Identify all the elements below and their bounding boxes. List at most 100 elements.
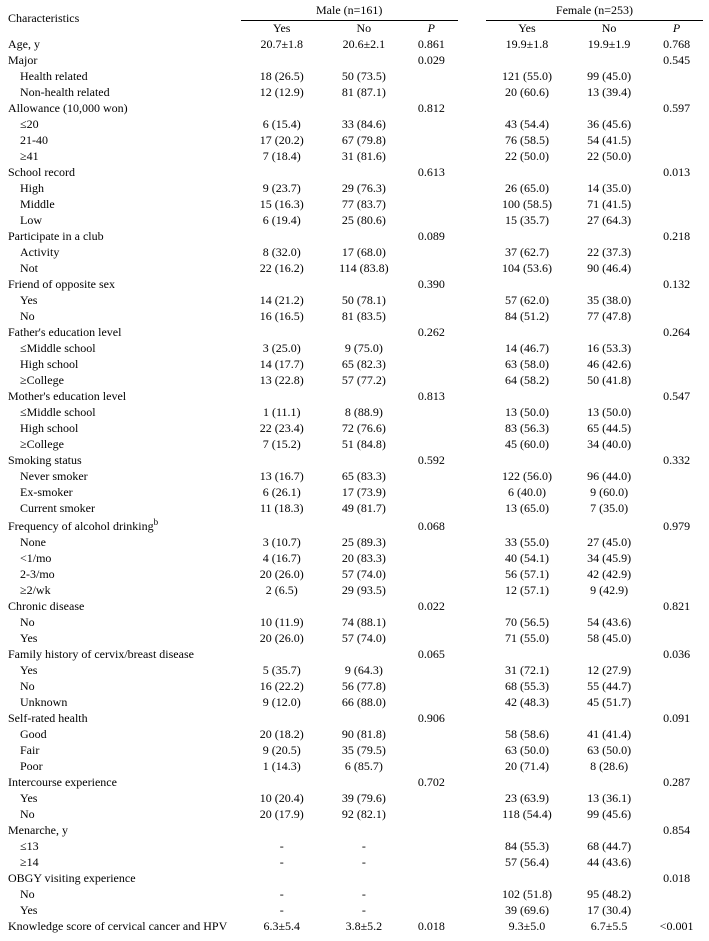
cell-male-yes: 10 (11.9) (241, 615, 323, 631)
col-male-no: No (323, 20, 405, 37)
cell-female-no: 22 (37.3) (568, 245, 650, 261)
cell-female-yes: 56 (57.1) (486, 567, 568, 583)
cell-male-no: 74 (88.1) (323, 615, 405, 631)
table-row: School record0.6130.013 (6, 165, 703, 181)
cell-male-no (323, 53, 405, 69)
table-row: Yes20 (26.0)57 (74.0)71 (55.0)58 (45.0) (6, 631, 703, 647)
table-row: Poor1 (14.3)6 (85.7)20 (71.4)8 (28.6) (6, 759, 703, 775)
cell-male-p (405, 197, 458, 213)
cell-female-p (650, 69, 703, 85)
cell-female-no: 54 (43.6) (568, 615, 650, 631)
row-sublabel: Not (6, 261, 241, 277)
cell-male-p (405, 567, 458, 583)
row-sublabel: No (6, 887, 241, 903)
cell-male-yes: 2 (6.5) (241, 583, 323, 599)
table-row: Mother's education level0.8130.547 (6, 389, 703, 405)
row-sublabel: ≥2/wk (6, 583, 241, 599)
cell-female-p (650, 181, 703, 197)
cell-male-p: 0.065 (405, 647, 458, 663)
row-label: Frequency of alcohol drinkingb (6, 517, 241, 535)
table-row: Father's education level0.2620.264 (6, 325, 703, 341)
table-row: Health related18 (26.5)50 (73.5)121 (55.… (6, 69, 703, 85)
cell-male-no: 67 (79.8) (323, 133, 405, 149)
table-row: Yes10 (20.4)39 (79.6)23 (63.9)13 (36.1) (6, 791, 703, 807)
table-row: Yes--39 (69.6)17 (30.4) (6, 903, 703, 919)
cell-male-yes: 15 (16.3) (241, 197, 323, 213)
row-sublabel: Yes (6, 293, 241, 309)
cell-male-no (323, 229, 405, 245)
table-row: ≥417 (18.4)31 (81.6)22 (50.0)22 (50.0) (6, 149, 703, 165)
cell-female-no: 54 (41.5) (568, 133, 650, 149)
cell-male-no: - (323, 839, 405, 855)
cell-female-no (568, 453, 650, 469)
cell-male-no: 114 (83.8) (323, 261, 405, 277)
row-sublabel: Fair (6, 743, 241, 759)
table-row: Frequency of alcohol drinkingb0.0680.979 (6, 517, 703, 535)
cell-female-no (568, 165, 650, 181)
cell-male-no: 57 (77.2) (323, 373, 405, 389)
cell-male-no: 66 (88.0) (323, 695, 405, 711)
table-row: Unknown9 (12.0)66 (88.0)42 (48.3)45 (51.… (6, 695, 703, 711)
cell-female-yes: 102 (51.8) (486, 887, 568, 903)
cell-female-yes: 42 (48.3) (486, 695, 568, 711)
row-label: Smoking status (6, 453, 241, 469)
cell-male-p (405, 485, 458, 501)
table-row: Intercourse experience0.7020.287 (6, 775, 703, 791)
cell-male-yes: 10 (20.4) (241, 791, 323, 807)
cell-male-p (405, 261, 458, 277)
cell-male-p (405, 871, 458, 887)
table-row: Yes14 (21.2)50 (78.1)57 (62.0)35 (38.0) (6, 293, 703, 309)
cell-female-no: 45 (51.7) (568, 695, 650, 711)
table-row: Self-rated health0.9060.091 (6, 711, 703, 727)
cell-female-p (650, 133, 703, 149)
cell-female-yes: 121 (55.0) (486, 69, 568, 85)
cell-male-yes (241, 229, 323, 245)
cell-female-yes: 76 (58.5) (486, 133, 568, 149)
cell-female-p (650, 341, 703, 357)
cell-female-yes (486, 53, 568, 69)
cell-female-no: 77 (47.8) (568, 309, 650, 325)
cell-female-p (650, 855, 703, 871)
cell-female-no: 65 (44.5) (568, 421, 650, 437)
cell-male-yes: - (241, 839, 323, 855)
cell-male-p (405, 727, 458, 743)
cell-female-p (650, 695, 703, 711)
cell-male-p (405, 615, 458, 631)
cell-male-yes: 6.3±5.4 (241, 919, 323, 935)
cell-female-p (650, 197, 703, 213)
cell-male-p (405, 69, 458, 85)
table-row: Major0.0290.545 (6, 53, 703, 69)
cell-female-yes: 63 (58.0) (486, 357, 568, 373)
row-label: Father's education level (6, 325, 241, 341)
row-sublabel: ≥41 (6, 149, 241, 165)
cell-female-p (650, 567, 703, 583)
table-row: ≥College13 (22.8)57 (77.2)64 (58.2)50 (4… (6, 373, 703, 389)
cell-male-p (405, 855, 458, 871)
cell-female-p (650, 903, 703, 919)
cell-female-no: 63 (50.0) (568, 743, 650, 759)
cell-female-yes: 13 (50.0) (486, 405, 568, 421)
cell-female-p: 0.547 (650, 389, 703, 405)
cell-male-p (405, 373, 458, 389)
cell-female-yes: 68 (55.3) (486, 679, 568, 695)
cell-female-yes (486, 647, 568, 663)
cell-female-no (568, 101, 650, 117)
row-sublabel: Activity (6, 245, 241, 261)
cell-female-p: 0.821 (650, 599, 703, 615)
cell-male-yes: 5 (35.7) (241, 663, 323, 679)
row-sublabel: Yes (6, 903, 241, 919)
cell-male-yes: 22 (16.2) (241, 261, 323, 277)
row-sublabel: High school (6, 421, 241, 437)
cell-female-no: 46 (42.6) (568, 357, 650, 373)
cell-female-yes: 58 (58.6) (486, 727, 568, 743)
cell-male-p (405, 469, 458, 485)
cell-female-yes: 31 (72.1) (486, 663, 568, 679)
table-row: Non-health related12 (12.9)81 (87.1)20 (… (6, 85, 703, 101)
cell-female-no: 19.9±1.9 (568, 37, 650, 53)
cell-male-no: 56 (77.8) (323, 679, 405, 695)
cell-female-yes: 83 (56.3) (486, 421, 568, 437)
cell-female-no: 99 (45.0) (568, 69, 650, 85)
cell-female-p (650, 679, 703, 695)
cell-female-yes (486, 229, 568, 245)
table-row: No20 (17.9)92 (82.1)118 (54.4)99 (45.6) (6, 807, 703, 823)
